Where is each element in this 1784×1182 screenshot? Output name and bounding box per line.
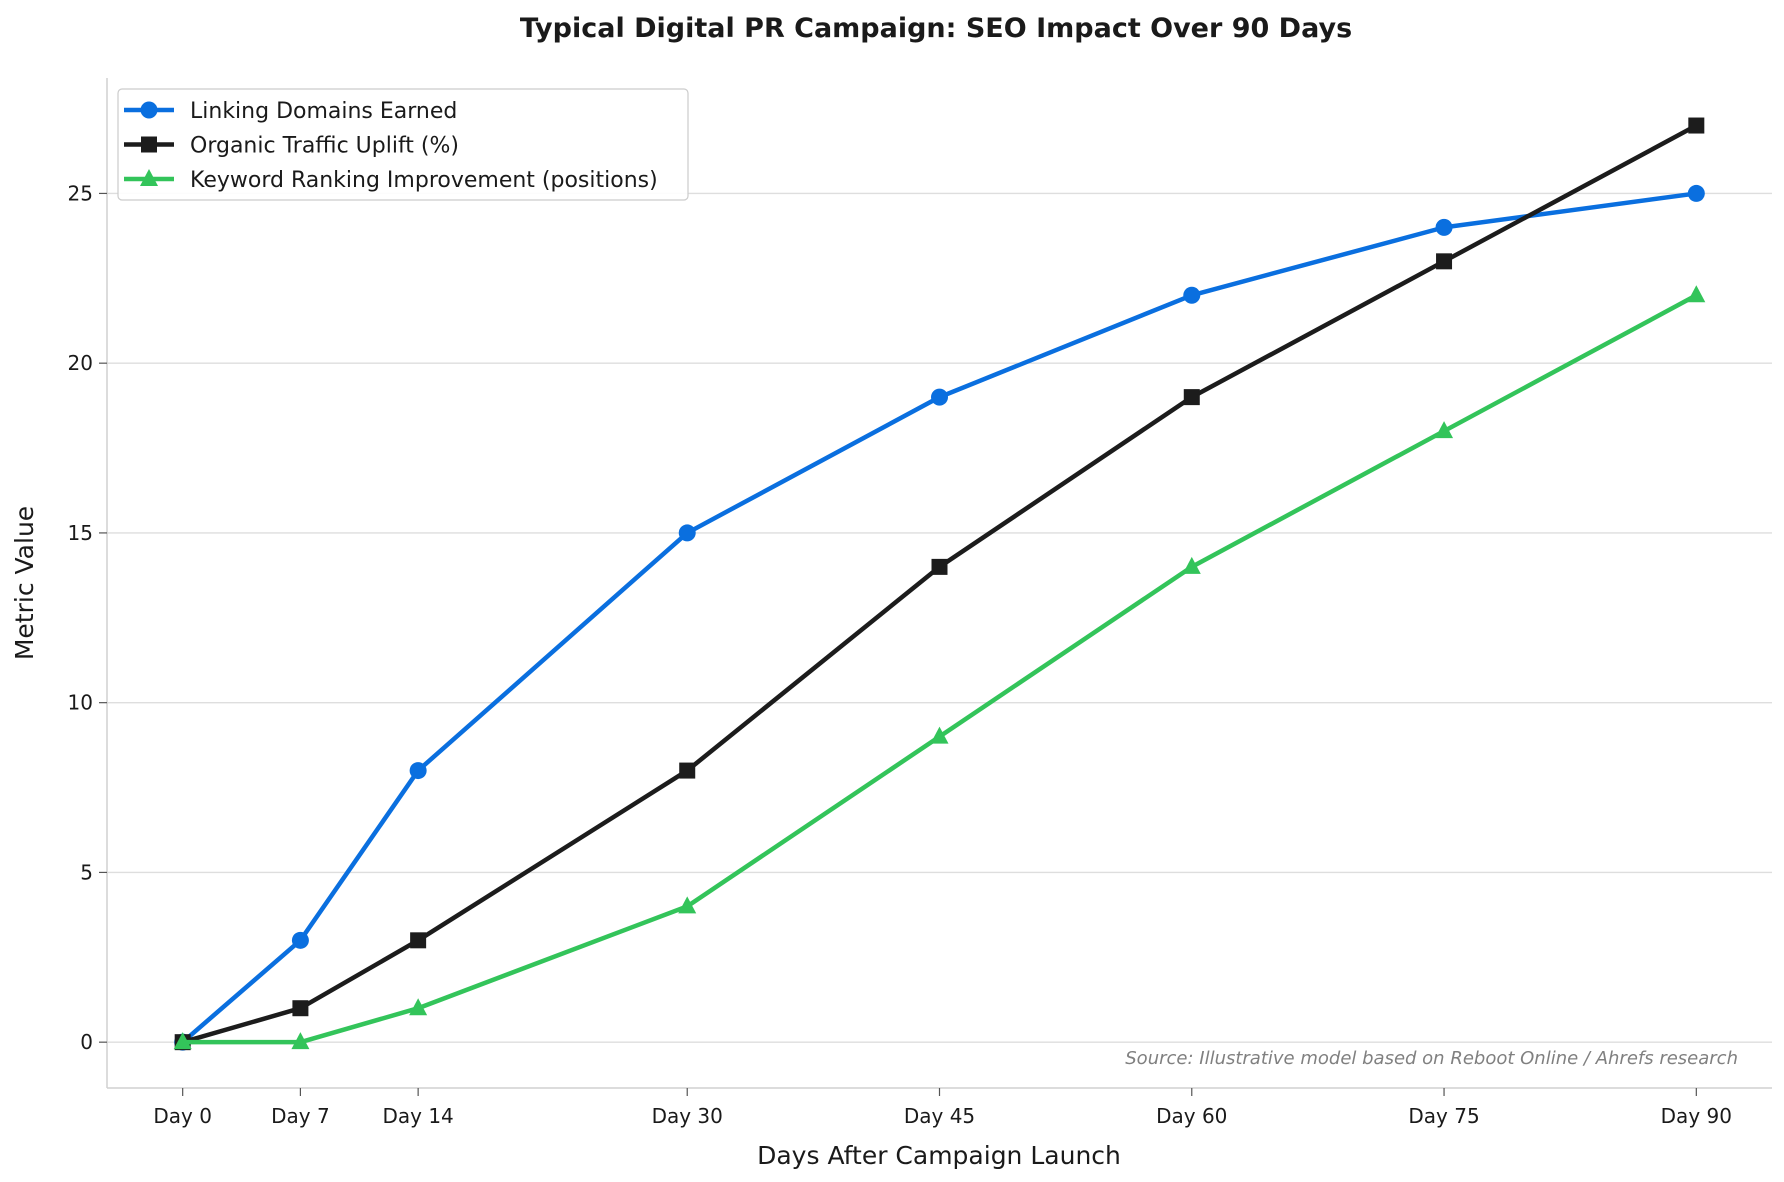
data-point	[1436, 253, 1453, 270]
data-point	[1183, 389, 1200, 406]
data-point	[930, 726, 949, 744]
data-point	[1183, 286, 1201, 304]
data-point	[410, 932, 427, 949]
legend-label: Keyword Ranking Improvement (positions)	[190, 168, 658, 193]
data-point	[1435, 421, 1454, 439]
data-point	[931, 388, 948, 406]
series-1	[174, 184, 1705, 1051]
legend-box	[117, 88, 689, 201]
source-annotation: Source: Illustrative model based on Rebo…	[1125, 1048, 1738, 1069]
data-point	[291, 931, 309, 949]
x-tick-label: Day 45	[904, 1104, 975, 1128]
data-point	[1435, 218, 1453, 236]
series-line	[180, 191, 1699, 1045]
y-tick-label: 0	[80, 1030, 93, 1054]
data-point	[931, 558, 948, 575]
data-point	[1687, 285, 1706, 303]
data-point	[409, 762, 427, 780]
data-point	[291, 1032, 310, 1050]
data-point	[1688, 117, 1705, 134]
x-tick-label: Day 60	[1156, 1104, 1227, 1128]
y-tick-label: 20	[68, 351, 93, 375]
series-layer	[173, 117, 1706, 1051]
x-tick-label: Day 7	[271, 1104, 330, 1128]
y-axis-label: Metric Value	[10, 506, 39, 660]
y-gridlines	[107, 192, 1772, 1043]
y-tick-label: 15	[68, 521, 93, 545]
legend-marker	[140, 101, 158, 119]
data-point	[173, 1032, 192, 1050]
legend-marker	[140, 169, 158, 186]
x-tick-label: Day 30	[652, 1104, 723, 1128]
data-point	[292, 1000, 309, 1017]
data-point	[679, 762, 696, 779]
legend-label: Linking Domains Earned	[190, 99, 457, 124]
series-2	[174, 117, 1705, 1051]
y-tick-label: 25	[68, 181, 93, 205]
data-point	[678, 896, 697, 914]
series-3	[173, 285, 1706, 1050]
x-tick-label: Day 75	[1408, 1104, 1479, 1128]
x-tick-label: Day 0	[153, 1104, 212, 1128]
x-tick-label: Day 14	[382, 1104, 453, 1128]
series-line	[180, 293, 1699, 1045]
data-point	[678, 524, 696, 542]
legend: Linking Domains Earned Organic Traffic Up…	[117, 88, 689, 201]
x-tick-label: Day 90	[1661, 1104, 1732, 1128]
series-line	[180, 123, 1699, 1045]
x-axis-ticks: Day 0 Day 7 Day 14 Day 30 Day 45 Day 60 Day 75…	[153, 1088, 1732, 1128]
legend-label: Organic Traffic Uplift (%)	[190, 134, 459, 159]
chart-title: Typical Digital PR Campaign: SEO Impact …	[520, 13, 1352, 44]
y-tick-label: 10	[68, 691, 93, 715]
x-axis-label: Days After Campaign Launch	[757, 1141, 1121, 1170]
data-point	[409, 998, 428, 1016]
y-axis-ticks: 0 5 10 15 20 25	[68, 181, 107, 1054]
legend-marker	[141, 136, 157, 153]
data-point	[1182, 556, 1201, 574]
y-tick-label: 5	[80, 860, 93, 884]
data-point	[1687, 184, 1705, 202]
